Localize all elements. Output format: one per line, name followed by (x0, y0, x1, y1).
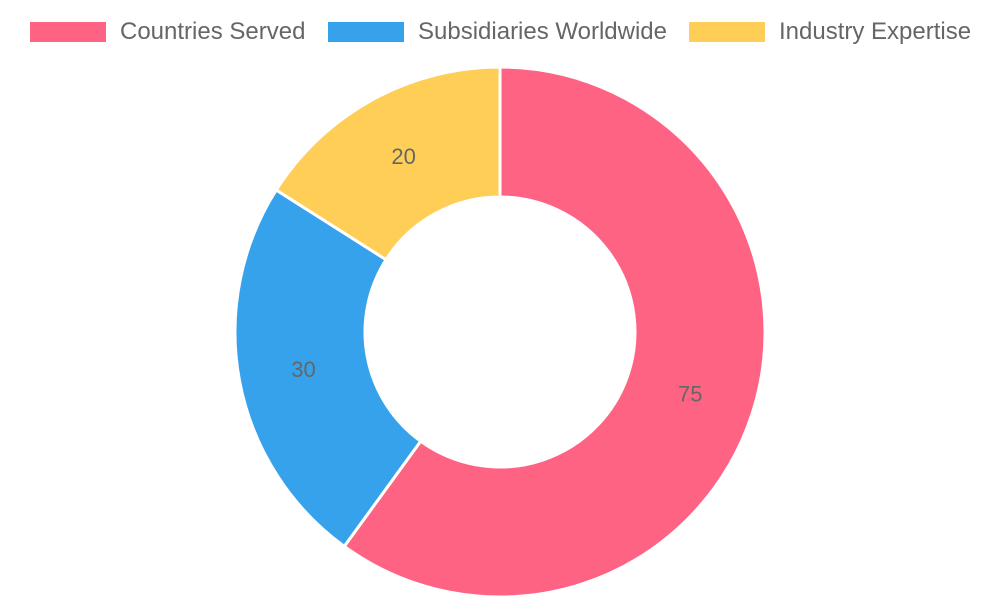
legend-swatch-countries-served (30, 22, 106, 42)
donut-slices (233, 65, 767, 599)
slice-countries-served[interactable] (342, 65, 767, 599)
donut-data-labels: 75 30 20 (291, 144, 702, 406)
chart-legend: Countries Served Subsidiaries Worldwide … (0, 14, 1000, 50)
slice-subsidiaries-worldwide[interactable] (233, 187, 423, 549)
legend-swatch-industry-expertise (689, 22, 765, 42)
data-label-subsidiaries-worldwide: 30 (291, 357, 315, 382)
legend-label-countries-served: Countries Served (120, 18, 306, 45)
data-label-countries-served: 75 (678, 381, 702, 406)
legend-label-industry-expertise: Industry Expertise (779, 18, 972, 45)
legend-swatch-subsidiaries-worldwide (328, 22, 404, 42)
legend-label-subsidiaries-worldwide: Subsidiaries Worldwide (418, 18, 667, 45)
slice-industry-expertise[interactable] (274, 65, 502, 262)
data-label-industry-expertise: 20 (391, 144, 415, 169)
